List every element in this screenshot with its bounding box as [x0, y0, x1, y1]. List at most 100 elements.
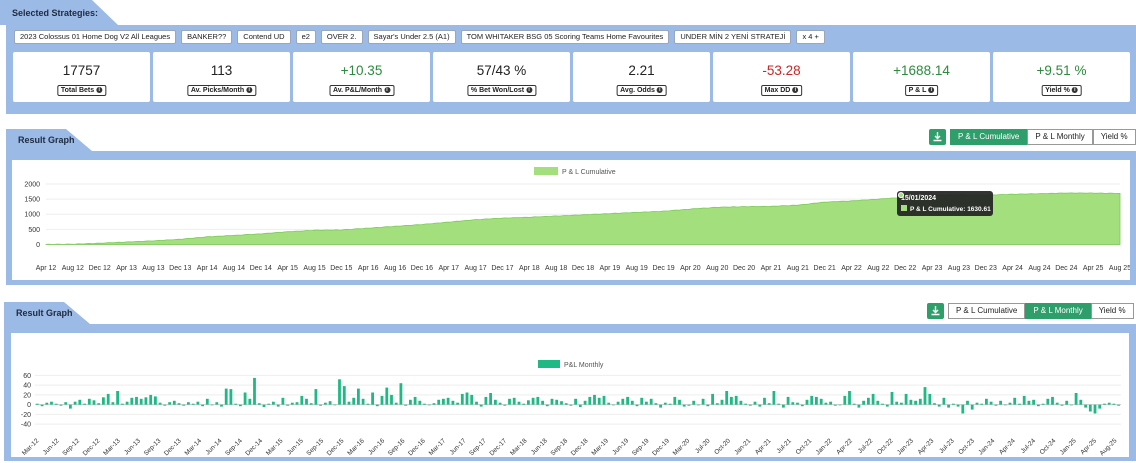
monthly-bar[interactable] — [767, 403, 771, 405]
monthly-bar[interactable] — [1008, 402, 1012, 405]
monthly-bar[interactable] — [479, 404, 483, 407]
info-icon[interactable]: i — [384, 87, 390, 94]
monthly-bar[interactable] — [494, 399, 497, 405]
monthly-bar[interactable] — [815, 396, 818, 405]
monthly-bar[interactable] — [588, 396, 592, 405]
monthly-bar[interactable] — [701, 398, 705, 405]
monthly-bar[interactable] — [819, 398, 823, 405]
monthly-bar[interactable] — [900, 402, 903, 405]
monthly-bar[interactable] — [215, 402, 219, 405]
monthly-bar[interactable] — [437, 399, 441, 405]
monthly-bar[interactable] — [144, 397, 148, 405]
monthly-bar[interactable] — [980, 403, 984, 405]
monthly-bar[interactable] — [1018, 403, 1021, 405]
info-icon[interactable]: i — [792, 87, 799, 94]
monthly-bar[interactable] — [956, 404, 960, 407]
monthly-bar[interactable] — [810, 395, 814, 405]
monthly-bar[interactable] — [876, 400, 880, 405]
monthly-bar[interactable] — [366, 403, 370, 405]
monthly-bar[interactable] — [394, 402, 398, 405]
monthly-bar[interactable] — [130, 397, 134, 405]
monthly-bar[interactable] — [229, 389, 233, 405]
monthly-bar[interactable] — [361, 398, 365, 405]
monthly-bar[interactable] — [805, 399, 809, 405]
strategy-chip[interactable]: Sayar's Under 2.5 (A1) — [367, 30, 456, 44]
monthly-bar[interactable] — [734, 395, 738, 405]
info-icon[interactable]: i — [656, 87, 663, 94]
monthly-bar[interactable] — [753, 401, 757, 405]
monthly-bar[interactable] — [106, 393, 110, 405]
tab-pl-cumulative-2[interactable]: P & L Cumulative — [948, 303, 1026, 319]
monthly-bar[interactable] — [1037, 404, 1040, 407]
monthly-bar[interactable] — [196, 401, 200, 405]
monthly-bar[interactable] — [725, 391, 729, 405]
monthly-bar[interactable] — [612, 404, 615, 406]
monthly-bar[interactable] — [210, 404, 214, 406]
monthly-bar[interactable] — [163, 404, 167, 406]
monthly-bar[interactable] — [730, 396, 733, 405]
monthly-bar[interactable] — [409, 399, 412, 405]
monthly-bar[interactable] — [881, 403, 884, 405]
monthly-bar[interactable] — [427, 404, 431, 406]
monthly-bar[interactable] — [125, 401, 129, 405]
monthly-bar[interactable] — [654, 403, 658, 405]
monthly-bar[interactable] — [116, 391, 119, 405]
monthly-bar[interactable] — [73, 401, 77, 405]
monthly-bar[interactable] — [852, 403, 856, 405]
monthly-bar[interactable] — [597, 397, 601, 405]
tab-pl-monthly[interactable]: P & L Monthly — [1027, 129, 1093, 145]
monthly-bar[interactable] — [1051, 396, 1054, 405]
monthly-bar[interactable] — [390, 394, 393, 405]
monthly-bar[interactable] — [748, 404, 752, 406]
monthly-bar[interactable] — [715, 403, 719, 405]
monthly-bar[interactable] — [172, 400, 176, 405]
monthly-bar[interactable] — [994, 404, 998, 406]
monthly-bar[interactable] — [512, 397, 516, 405]
monthly-bar[interactable] — [460, 393, 464, 405]
tab-pl-monthly-2[interactable]: P & L Monthly — [1025, 303, 1091, 319]
monthly-bar[interactable] — [583, 400, 587, 405]
monthly-bar[interactable] — [158, 402, 162, 405]
monthly-bar[interactable] — [758, 404, 762, 407]
monthly-bar[interactable] — [309, 403, 313, 405]
monthly-bar[interactable] — [456, 402, 459, 405]
monthly-bar[interactable] — [1022, 395, 1026, 405]
monthly-bar[interactable] — [149, 394, 153, 405]
monthly-bar[interactable] — [791, 402, 795, 405]
monthly-bar[interactable] — [961, 404, 965, 414]
monthly-bar[interactable] — [508, 398, 511, 405]
monthly-bar[interactable] — [833, 404, 837, 406]
info-icon[interactable]: i — [1071, 87, 1078, 94]
monthly-bar[interactable] — [1046, 398, 1050, 405]
monthly-bar[interactable] — [692, 400, 696, 405]
monthly-bar[interactable] — [83, 403, 86, 405]
monthly-bar[interactable] — [706, 404, 710, 407]
info-icon[interactable]: i — [928, 87, 935, 94]
monthly-bar[interactable] — [578, 404, 582, 408]
strategy-chip[interactable]: 2023 Colossus 01 Home Dog V2 All Leagues — [14, 30, 177, 44]
monthly-bar[interactable] — [668, 403, 672, 405]
monthly-bar[interactable] — [621, 398, 625, 405]
tab-pl-cumulative[interactable]: P & L Cumulative — [950, 129, 1028, 145]
monthly-bar[interactable] — [290, 402, 294, 405]
monthly-bar[interactable] — [1117, 404, 1120, 406]
monthly-bar[interactable] — [423, 403, 426, 405]
monthly-bar[interactable] — [923, 387, 927, 405]
monthly-bar[interactable] — [862, 400, 865, 405]
monthly-bar[interactable] — [168, 402, 171, 405]
monthly-bar[interactable] — [711, 393, 714, 405]
monthly-bar[interactable] — [475, 401, 478, 405]
strategy-chip[interactable]: Contend UD — [237, 30, 291, 44]
strategy-chip[interactable]: e2 — [295, 30, 316, 44]
monthly-bar[interactable] — [243, 392, 247, 405]
monthly-bar[interactable] — [857, 404, 861, 408]
monthly-bar[interactable] — [276, 404, 280, 407]
monthly-bar[interactable] — [895, 401, 899, 405]
monthly-bar[interactable] — [40, 404, 44, 407]
monthly-bar[interactable] — [371, 392, 374, 405]
monthly-bar[interactable] — [50, 401, 53, 405]
monthly-bar[interactable] — [550, 398, 554, 405]
monthly-bar[interactable] — [640, 397, 644, 405]
monthly-bar[interactable] — [1103, 403, 1106, 405]
monthly-bar[interactable] — [413, 396, 417, 405]
